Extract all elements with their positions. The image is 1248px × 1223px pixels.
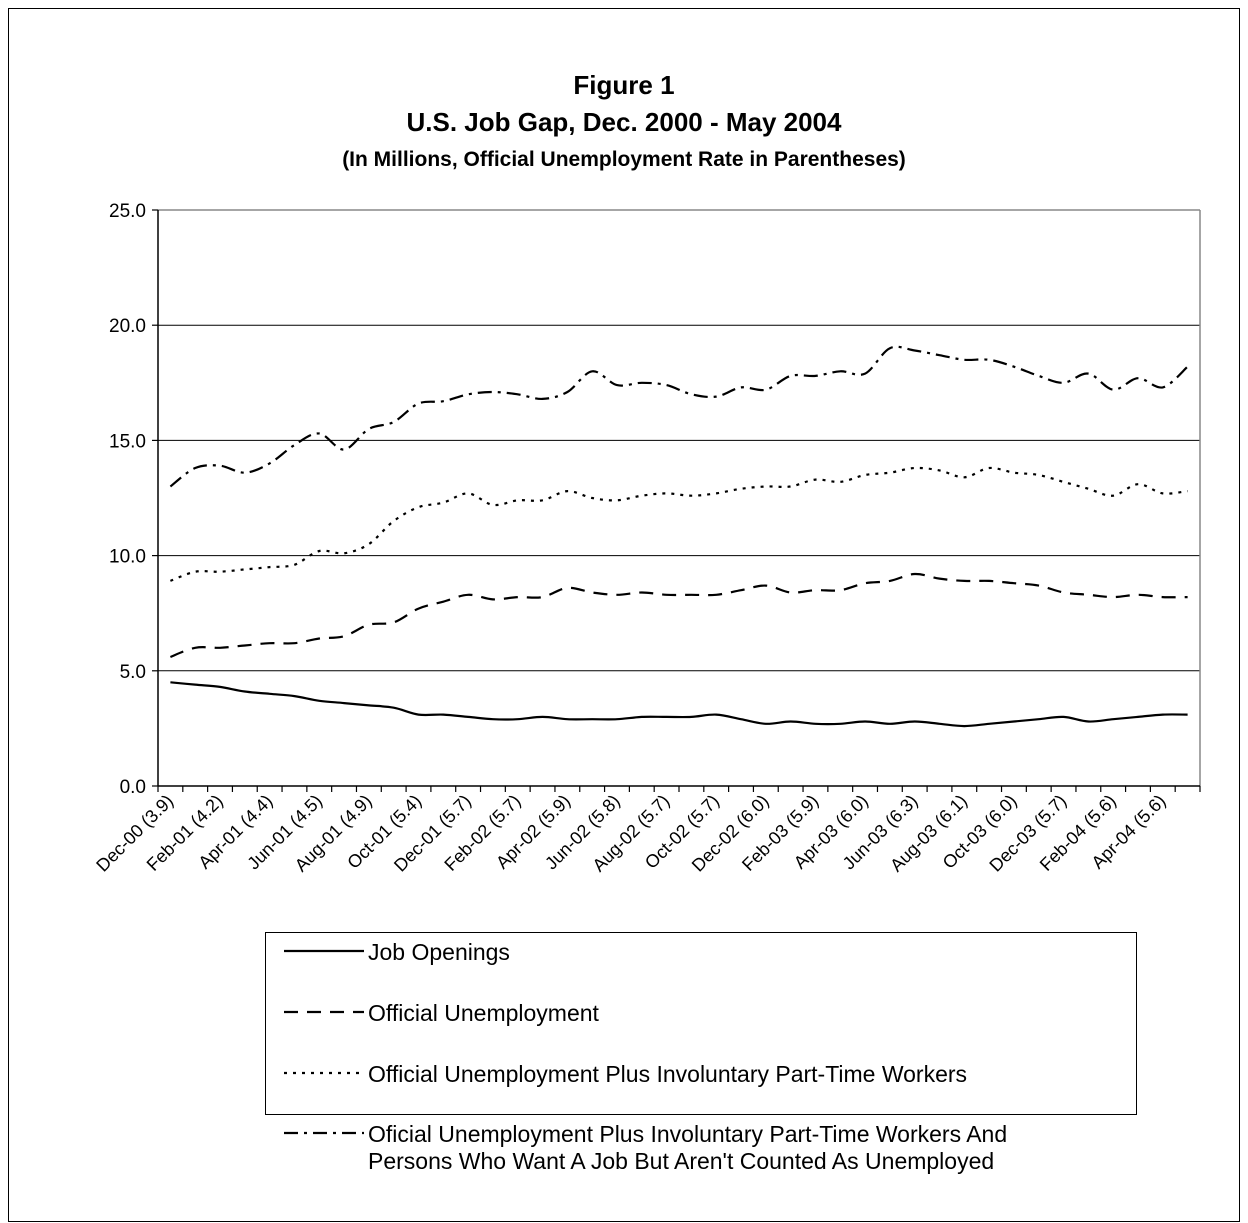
chart-legend: Job Openings Official Unemployment Offic…	[265, 932, 1137, 1174]
legend-label-line2: Persons Who Want A Job But Aren't Counte…	[368, 1148, 995, 1174]
y-tick-label: 10.0	[109, 547, 146, 568]
y-tick-label: 15.0	[109, 431, 146, 452]
legend-item-unemployment-plus-part-time: Official Unemployment Plus Involuntary P…	[282, 1061, 1128, 1088]
legend-swatch-long-dash	[284, 1010, 364, 1014]
legend-label: Official Unemployment Plus Involuntary P…	[368, 1061, 968, 1087]
series-line-3	[170, 466, 1188, 582]
series-line-2	[169, 572, 1188, 659]
legend-label: Job Openings	[368, 939, 510, 965]
legend-label-line1: Oficial Unemployment Plus Involuntary Pa…	[368, 1121, 1008, 1147]
legend-swatch-dash-dot	[284, 1131, 364, 1135]
y-tick-label: 25.0	[109, 201, 146, 222]
legend-swatch-solid	[284, 949, 364, 953]
series-line-4	[169, 345, 1189, 488]
chart-frame	[8, 8, 1240, 1222]
chart-subtitle: U.S. Job Gap, Dec. 2000 - May 2004	[406, 107, 842, 137]
y-tick-label: 20.0	[109, 316, 146, 337]
legend-swatch-dotted	[284, 1071, 364, 1075]
chart-title: Figure 1	[573, 70, 675, 100]
y-tick-label: 5.0	[120, 662, 146, 683]
legend-label: Oficial Unemployment Plus Involuntary Pa…	[366, 1121, 1128, 1175]
legend-item-official-unemployment: Official Unemployment	[282, 1000, 1128, 1027]
legend-item-unemployment-plus-part-time-and-discouraged: Oficial Unemployment Plus Involuntary Pa…	[282, 1121, 1128, 1175]
y-tick-label: 0.0	[120, 777, 146, 798]
legend-item-job-openings: Job Openings	[282, 939, 1128, 966]
series-line-1	[170, 681, 1188, 728]
chart-units-note: (In Millions, Official Unemployment Rate…	[342, 148, 906, 171]
legend-label: Official Unemployment	[368, 1000, 599, 1026]
